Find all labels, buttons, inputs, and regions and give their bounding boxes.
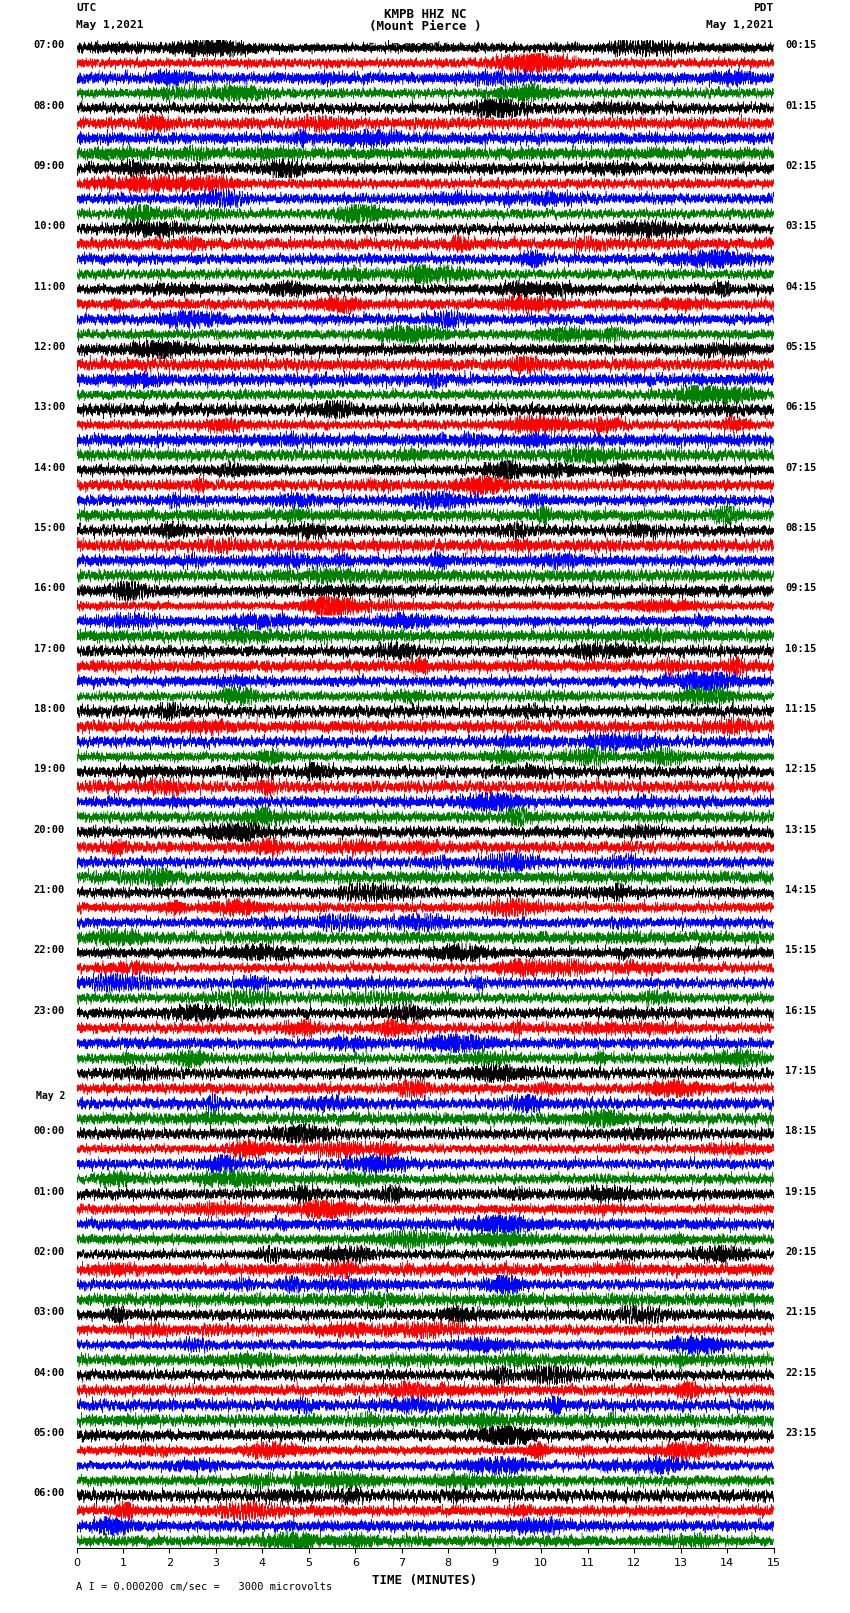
Text: 12:15: 12:15 bbox=[785, 765, 816, 774]
Text: 02:00: 02:00 bbox=[34, 1247, 65, 1257]
Text: 16:00: 16:00 bbox=[34, 584, 65, 594]
Text: 19:15: 19:15 bbox=[785, 1187, 816, 1197]
Text: 12:00: 12:00 bbox=[34, 342, 65, 352]
Text: 07:15: 07:15 bbox=[785, 463, 816, 473]
Text: May 1,2021: May 1,2021 bbox=[706, 19, 774, 29]
Text: 00:00: 00:00 bbox=[34, 1126, 65, 1136]
Text: 01:00: 01:00 bbox=[34, 1187, 65, 1197]
Text: 19:00: 19:00 bbox=[34, 765, 65, 774]
Text: 20:00: 20:00 bbox=[34, 824, 65, 834]
Text: 13:15: 13:15 bbox=[785, 824, 816, 834]
Text: 17:15: 17:15 bbox=[785, 1066, 816, 1076]
Text: 06:00: 06:00 bbox=[34, 1489, 65, 1498]
Text: May 1,2021: May 1,2021 bbox=[76, 19, 144, 29]
Text: 09:15: 09:15 bbox=[785, 584, 816, 594]
Text: 13:00: 13:00 bbox=[34, 402, 65, 413]
Text: 07:00: 07:00 bbox=[34, 40, 65, 50]
Text: PDT: PDT bbox=[753, 3, 774, 13]
Text: 04:15: 04:15 bbox=[785, 282, 816, 292]
Text: KMPB HHZ NC: KMPB HHZ NC bbox=[383, 8, 467, 21]
Text: 08:15: 08:15 bbox=[785, 523, 816, 532]
Text: I = 0.000200 cm/sec: I = 0.000200 cm/sec bbox=[369, 42, 481, 53]
Text: A I = 0.000200 cm/sec =   3000 microvolts: A I = 0.000200 cm/sec = 3000 microvolts bbox=[76, 1582, 332, 1592]
Text: 18:15: 18:15 bbox=[785, 1126, 816, 1136]
Text: 21:15: 21:15 bbox=[785, 1307, 816, 1318]
Text: 10:15: 10:15 bbox=[785, 644, 816, 653]
Text: 23:00: 23:00 bbox=[34, 1005, 65, 1016]
Text: 11:15: 11:15 bbox=[785, 703, 816, 715]
Text: 03:00: 03:00 bbox=[34, 1307, 65, 1318]
Text: 05:15: 05:15 bbox=[785, 342, 816, 352]
Text: 15:00: 15:00 bbox=[34, 523, 65, 532]
Text: 06:15: 06:15 bbox=[785, 402, 816, 413]
Text: 22:00: 22:00 bbox=[34, 945, 65, 955]
Text: 14:15: 14:15 bbox=[785, 886, 816, 895]
Text: (Mount Pierce ): (Mount Pierce ) bbox=[369, 19, 481, 32]
Text: 04:00: 04:00 bbox=[34, 1368, 65, 1378]
Text: 22:15: 22:15 bbox=[785, 1368, 816, 1378]
Text: 18:00: 18:00 bbox=[34, 703, 65, 715]
Text: 14:00: 14:00 bbox=[34, 463, 65, 473]
Text: 23:15: 23:15 bbox=[785, 1428, 816, 1437]
Text: May 2: May 2 bbox=[36, 1090, 65, 1102]
Text: 01:15: 01:15 bbox=[785, 100, 816, 111]
Text: 17:00: 17:00 bbox=[34, 644, 65, 653]
Text: 09:00: 09:00 bbox=[34, 161, 65, 171]
Text: 08:00: 08:00 bbox=[34, 100, 65, 111]
Text: UTC: UTC bbox=[76, 3, 97, 13]
Text: 15:15: 15:15 bbox=[785, 945, 816, 955]
Text: 03:15: 03:15 bbox=[785, 221, 816, 231]
Text: 11:00: 11:00 bbox=[34, 282, 65, 292]
Text: 00:15: 00:15 bbox=[785, 40, 816, 50]
Text: 20:15: 20:15 bbox=[785, 1247, 816, 1257]
Text: 02:15: 02:15 bbox=[785, 161, 816, 171]
Text: 05:00: 05:00 bbox=[34, 1428, 65, 1437]
Text: 21:00: 21:00 bbox=[34, 886, 65, 895]
Text: 10:00: 10:00 bbox=[34, 221, 65, 231]
X-axis label: TIME (MINUTES): TIME (MINUTES) bbox=[372, 1574, 478, 1587]
Text: 16:15: 16:15 bbox=[785, 1005, 816, 1016]
